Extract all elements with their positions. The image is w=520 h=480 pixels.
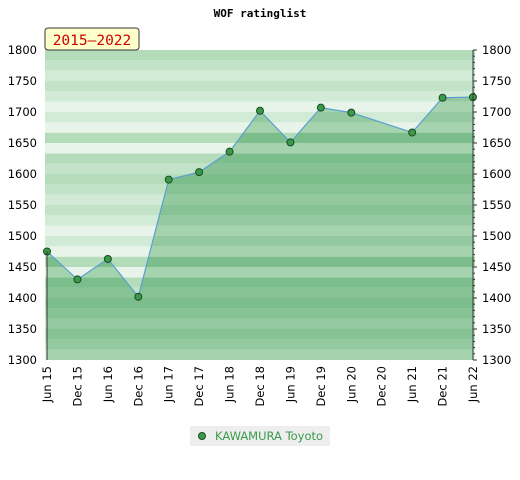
period-badge-label: 2015–2022: [53, 33, 132, 49]
y-tick-label-left: 1550: [8, 198, 37, 212]
area-band: [47, 174, 473, 185]
x-tick-label: Jun 15: [40, 366, 54, 403]
data-point: [438, 93, 447, 102]
y-tick-label-left: 1300: [8, 353, 37, 367]
y-tick-label-left: 1500: [8, 229, 37, 243]
data-point: [225, 147, 234, 156]
y-tick-label-left: 1700: [8, 105, 37, 119]
data-point: [256, 106, 264, 115]
y-tick-label-left: 1350: [8, 322, 37, 336]
series-line: [46, 96, 474, 299]
x-tick-label: Jun 17: [162, 366, 176, 403]
area-band: [47, 205, 473, 216]
y-tick-label-right: 1350: [482, 322, 511, 336]
area-band: [47, 163, 473, 174]
y-tick-label-right: 1450: [482, 260, 511, 274]
area-band: [47, 308, 473, 319]
area-band: [47, 184, 473, 195]
x-tick-label: Dec 17: [192, 366, 206, 407]
area-band: [47, 112, 473, 123]
y-tick-label-left: 1650: [8, 136, 37, 150]
legend: KAWAMURA Toyoto: [190, 426, 330, 446]
legend-label: KAWAMURA Toyoto: [215, 429, 323, 443]
area-band: [47, 256, 473, 267]
area-band: [47, 225, 473, 236]
x-tick-label: Jun 19: [283, 366, 297, 403]
background-band: [45, 50, 475, 61]
area-band: [47, 246, 473, 257]
data-point: [103, 254, 112, 263]
legend-marker: [198, 432, 206, 440]
x-tick-label: Jun 21: [405, 366, 419, 403]
y-tick-label-right: 1600: [482, 167, 511, 181]
chart-title: WOF ratinglist: [214, 7, 307, 20]
area-band: [47, 153, 473, 164]
area-band: [47, 122, 473, 133]
y-tick-label-right: 1550: [482, 198, 511, 212]
x-tick-label: Jun 22: [466, 366, 480, 403]
data-point: [408, 128, 417, 137]
data-point: [134, 292, 143, 301]
y-tick-label-right: 1500: [482, 229, 511, 243]
area-band: [47, 143, 473, 154]
x-tick-label: Dec 21: [436, 366, 450, 407]
area-band: [47, 194, 473, 205]
y-tick-label-right: 1700: [482, 105, 511, 119]
background-band: [45, 91, 475, 102]
x-tick-label: Jun 20: [344, 366, 358, 403]
data-point: [195, 168, 204, 177]
y-tick-label-left: 1800: [8, 43, 37, 57]
y-tick-label-right: 1650: [482, 136, 511, 150]
period-badge: 2015–2022: [44, 27, 140, 51]
data-point: [316, 103, 325, 112]
y-tick-label-left: 1600: [8, 167, 37, 181]
data-point: [73, 275, 82, 284]
y-tick-label-right: 1300: [482, 353, 511, 367]
y-tick-label-right: 1400: [482, 291, 511, 305]
area-band: [47, 318, 473, 329]
y-tick-label-right: 1800: [482, 43, 511, 57]
y-tick-label-right: 1750: [482, 74, 511, 88]
background-band: [45, 70, 475, 81]
area-band: [47, 287, 473, 298]
y-tick-label-left: 1750: [8, 74, 37, 88]
area-band: [47, 349, 473, 360]
x-tick-label: Dec 20: [375, 366, 389, 407]
area-band: [47, 236, 473, 247]
area-band: [47, 267, 473, 278]
area-band: [47, 132, 473, 143]
area-band: [47, 329, 473, 340]
x-tick-label: Dec 19: [314, 366, 328, 407]
data-point: [164, 175, 173, 184]
area-band: [47, 339, 473, 350]
x-tick-label: Dec 18: [253, 366, 267, 407]
background-band: [45, 81, 475, 92]
y-tick-label-left: 1450: [8, 260, 37, 274]
area-band: [47, 277, 473, 288]
x-tick-label: Jun 18: [223, 366, 237, 403]
x-tick-label: Jun 16: [101, 366, 115, 403]
area-band: [47, 215, 473, 226]
area-band: [47, 298, 473, 309]
x-tick-label: Dec 16: [131, 366, 145, 407]
data-point: [286, 138, 295, 147]
y-tick-label-left: 1400: [8, 291, 37, 305]
x-tick-label: Dec 15: [70, 366, 84, 407]
data-point: [347, 108, 356, 117]
background-band: [45, 60, 475, 71]
